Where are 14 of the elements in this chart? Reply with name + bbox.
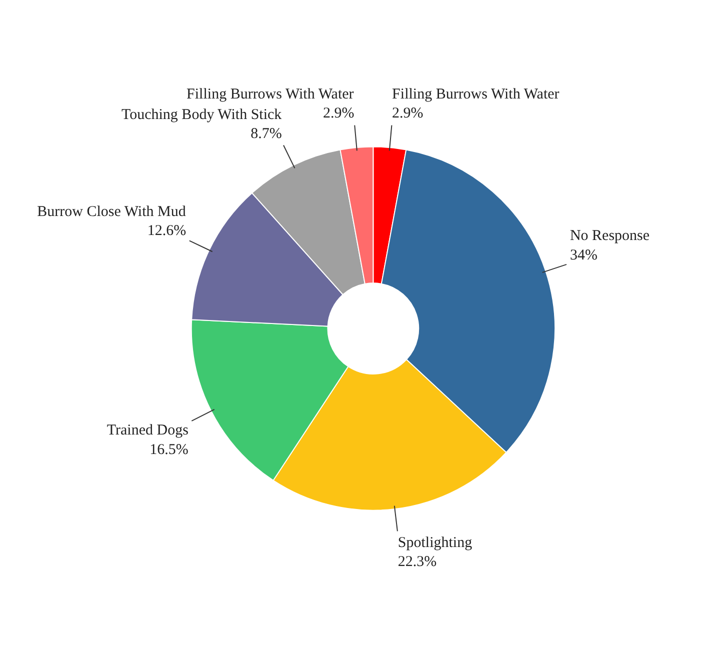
data-label: 34% [570,247,598,264]
slice-label: Burrow Close With Mud [37,204,186,220]
slice-label: Spotlighting [398,534,473,551]
slice-label: Filling Burrows With Water [392,86,560,102]
slice-label: Trained Dogs [106,422,189,439]
data-label: 2.9% [323,106,354,122]
data-label: 2.9% [392,106,424,122]
data-label: 8.7% [250,126,282,142]
slice-label: Touching Body With Stick [121,106,282,123]
slice-label: No Response [570,228,650,244]
data-label: 12.6% [147,223,186,240]
data-label: 16.5% [150,442,188,458]
data-label: 22.3% [398,554,437,570]
slice-label: Filling Burrows With Water [186,86,354,102]
